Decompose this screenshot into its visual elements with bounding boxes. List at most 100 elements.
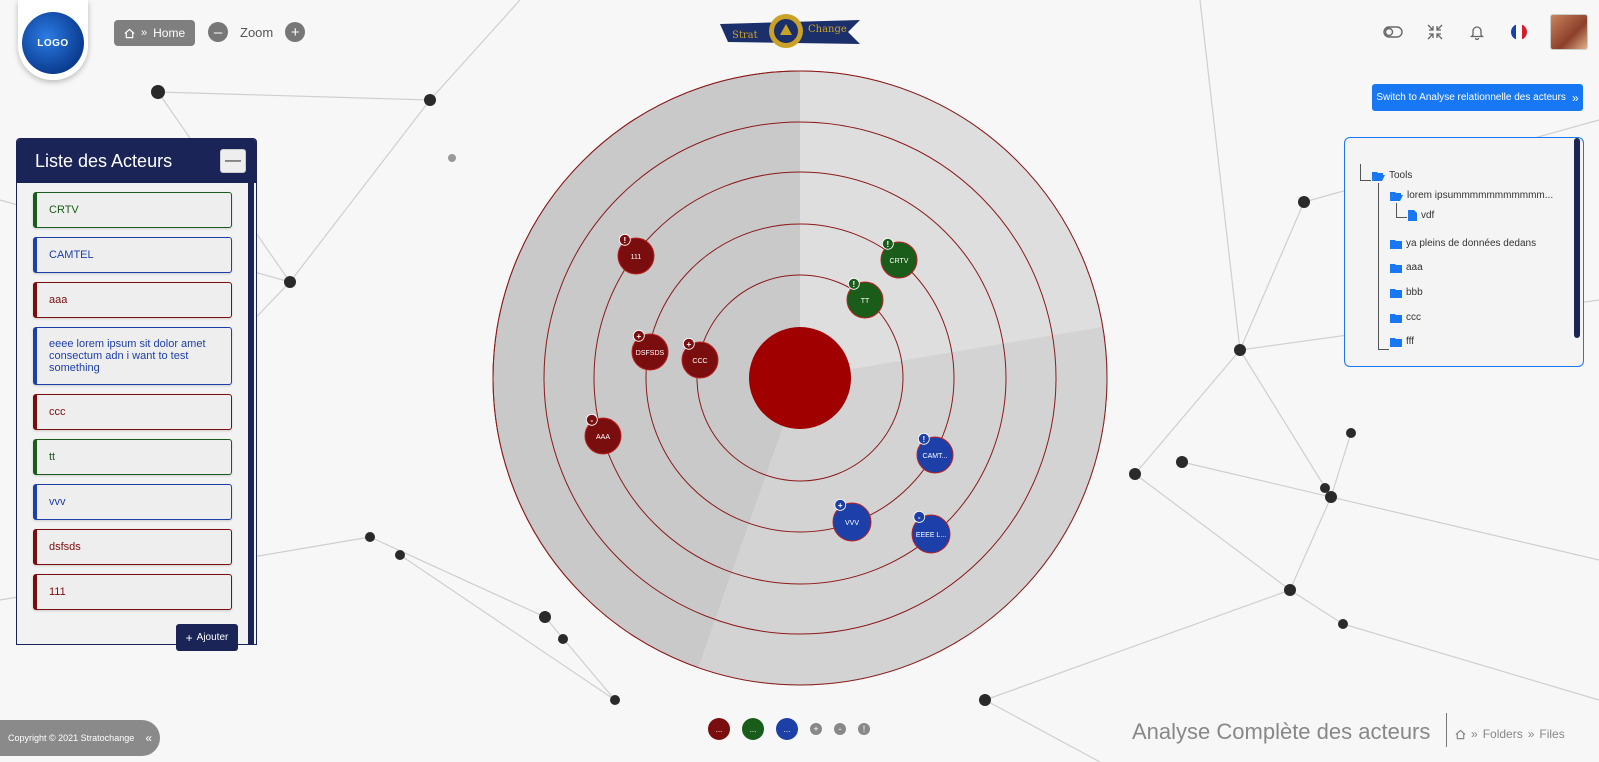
tree-folder-label: fff [1406,336,1414,347]
actor-card-label: dsfsds [49,541,81,553]
tree-item-child[interactable]: lorem ipsummmmmmmmmmm... [1390,190,1553,201]
tree-item-folder[interactable]: ccc [1390,312,1421,323]
actor-card-label: eeee lorem ipsum sit dolor amet consectu… [49,338,206,374]
bell-icon[interactable] [1466,21,1488,43]
legend-dot[interactable]: ... [708,718,730,740]
radar-node-circle [911,514,951,554]
tree-item-folder[interactable]: fff [1390,336,1414,347]
actor-card[interactable]: dsfsds [33,529,232,565]
radar-node-label: CRTV [890,258,909,265]
chevron-right-icon: » [1471,727,1478,741]
radar-node-badge-symbol: ! [923,435,926,444]
radar-node-label: VVV [845,520,859,527]
double-chevron-right-icon: » [1571,90,1579,105]
tree-item-folder[interactable]: bbb [1390,287,1423,298]
radar-node-circle [832,502,872,542]
tree-item-root[interactable]: Tools [1372,170,1412,181]
legend-dot[interactable]: ... [776,718,798,740]
switch-analysis-button[interactable]: Switch to Analyse relationnelle des acte… [1372,84,1583,111]
radar-node[interactable]: TT! [846,277,884,319]
toggle-icon[interactable] [1382,21,1404,43]
actor-card[interactable]: CAMTEL [33,237,232,273]
french-flag-icon[interactable] [1508,21,1530,43]
plus-icon: + [185,630,193,645]
actor-card[interactable]: CRTV [33,192,232,228]
folder-open-icon [1390,191,1403,201]
radar-node-badge [585,413,598,426]
radar-node-badge [618,233,631,246]
radar-node-badge-symbol: + [838,501,843,510]
actor-card[interactable]: 111 [33,574,232,610]
folder-icon [1390,263,1402,273]
add-actor-button[interactable]: + Ajouter [176,624,238,651]
breadcrumb-files[interactable]: Files [1539,727,1565,741]
brand-left-text: Strat [732,30,758,41]
actor-card-label: 111 [49,586,66,598]
radar-node-badge [847,277,860,290]
copyright-text: Copyright © 2021 Stratochange [8,733,135,743]
actor-card[interactable]: ccc [33,394,232,430]
actors-scrollbar[interactable] [248,183,254,644]
radar-node[interactable]: AAA - [584,413,622,455]
actor-list: CRTV CAMTEL aaa eeee lorem ipsum sit dolor … [33,183,232,610]
radar-node-circle [584,417,622,455]
breadcrumb-folders[interactable]: Folders [1482,727,1523,741]
actor-card[interactable]: tt [33,439,232,475]
actor-card[interactable]: aaa [33,282,232,318]
radar-node[interactable]: CRTV! [880,237,918,279]
radar-node-label: CAMT... [923,453,948,460]
page-title: Analyse Complète des acteurs [1132,719,1431,744]
radar-node[interactable]: DSFSDS + [631,329,669,371]
folder-icon [1390,239,1402,249]
add-actor-label: Ajouter [196,632,229,643]
actor-card[interactable]: vvv [33,484,232,520]
radar-node-circle [681,341,719,379]
radar-node-badge [913,511,926,523]
tree-root-label: Tools [1389,170,1413,181]
legend-symbol: - [834,723,846,735]
minimize-panel-button[interactable]: — [220,149,246,173]
radar-node-label: EEEE L... [916,532,946,539]
home-icon[interactable] [1455,729,1466,740]
tree-item-folder[interactable]: aaa [1390,262,1423,273]
radar-node[interactable]: CAMT...! [916,432,954,474]
actor-card-label: CAMTEL [49,249,94,261]
actors-panel-header: Liste des Acteurs — [17,139,256,183]
stratochange-brand-logo: Strat Change [720,14,860,48]
copyright-bar: Copyright © 2021 Stratochange « [0,720,160,756]
tree-scrollbar[interactable] [1574,138,1580,338]
radar-node-label: TT [861,298,870,305]
collapse-footer-button[interactable]: « [145,731,152,745]
zoom-in-button[interactable]: + [285,22,306,42]
legend-symbol: + [810,723,822,735]
radar-node[interactable]: VVV + [832,498,872,542]
actor-card[interactable]: eeee lorem ipsum sit dolor amet consectu… [33,327,232,385]
radar-ring-4 [543,121,1057,635]
folder-icon [1390,337,1402,347]
file-icon [1408,210,1417,221]
radar-node[interactable]: CCC + [681,337,719,379]
radar-node-badge [632,329,645,342]
radar-node[interactable]: EEEE L... - [911,511,951,554]
tree-item-folder[interactable]: ya pleins de données dedans [1390,238,1536,249]
collapse-screen-icon[interactable] [1424,21,1446,43]
zoom-out-button[interactable]: – [208,22,228,42]
folder-icon [1390,288,1402,298]
radar-node-circle [846,281,884,319]
tree-item-file[interactable]: vdf [1408,210,1434,221]
user-avatar[interactable] [1550,14,1588,50]
tree-line [1378,183,1389,350]
radar-node-circle [631,333,669,371]
radar-node[interactable]: 111! [617,233,655,275]
radar-node-badge [917,432,930,445]
radar-node-badge-symbol: + [687,340,692,349]
actor-card-label: CRTV [49,204,79,216]
radar-node-label: 111 [631,254,642,261]
radar-node-label: DSFSDS [636,350,665,357]
legend-dot[interactable]: ... [742,718,764,740]
radar-legend: ......... + -! [708,718,870,740]
home-breadcrumb-button[interactable]: » Home [114,20,196,46]
app-logo[interactable]: LOGO [22,12,84,74]
radar-node-circle [880,241,918,279]
